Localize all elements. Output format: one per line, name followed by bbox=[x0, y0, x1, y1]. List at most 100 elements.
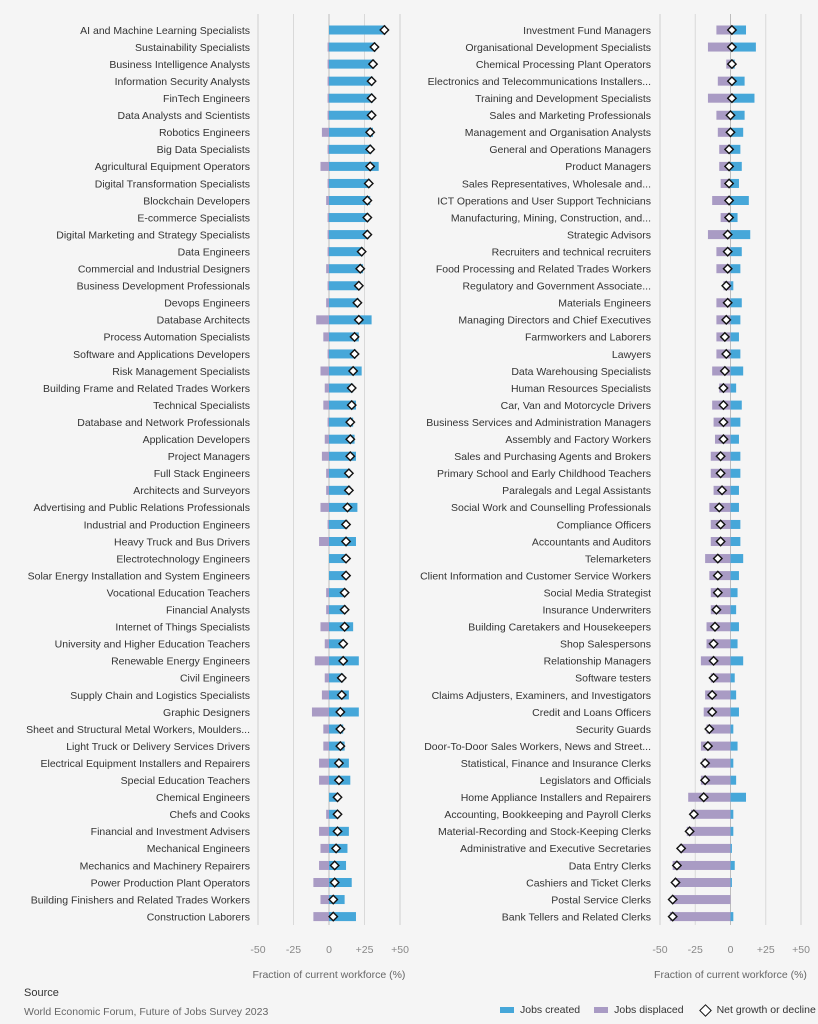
left-bar-displaced bbox=[327, 59, 329, 69]
right-bar-created bbox=[730, 468, 741, 478]
right-bar-created bbox=[730, 741, 738, 751]
right-tick-label: -25 bbox=[688, 944, 703, 956]
right-bar-created bbox=[730, 571, 739, 581]
right-bar-displaced bbox=[707, 42, 731, 52]
left-category-label: Commercial and Industrial Designers bbox=[78, 264, 250, 276]
right-bar-displaced bbox=[679, 843, 731, 853]
right-bar-displaced bbox=[700, 775, 731, 785]
right-category-label: Business Services and Administration Man… bbox=[426, 417, 651, 429]
right-bar-created bbox=[730, 42, 756, 52]
left-bar-displaced bbox=[323, 741, 329, 751]
left-net-marker bbox=[362, 212, 373, 223]
right-bar-created bbox=[730, 502, 739, 512]
left-category-label: Light Truck or Delivery Services Drivers bbox=[66, 741, 250, 753]
left-bar-displaced bbox=[323, 400, 329, 410]
right-bar-created bbox=[730, 298, 742, 308]
left-net-marker bbox=[345, 451, 356, 462]
right-category-label: Social Media Strategist bbox=[544, 587, 651, 599]
left-category-label: Internet of Things Specialists bbox=[115, 622, 250, 634]
left-net-marker bbox=[352, 297, 363, 308]
left-bar-created bbox=[329, 178, 371, 188]
left-bar-displaced bbox=[319, 775, 329, 785]
left-net-marker bbox=[364, 127, 376, 138]
right-net-marker bbox=[722, 246, 733, 257]
right-category-label: Assembly and Factory Workers bbox=[505, 434, 651, 446]
right-bar-created bbox=[730, 639, 738, 649]
right-net-marker bbox=[688, 809, 700, 820]
right-category-label: Human Resources Specialists bbox=[511, 383, 651, 395]
left-net-marker bbox=[364, 161, 376, 172]
right-category-label: Management and Organisation Analysts bbox=[465, 127, 651, 139]
left-net-marker bbox=[339, 587, 350, 598]
left-bar-displaced bbox=[327, 213, 329, 223]
left-net-marker bbox=[335, 740, 346, 752]
left-bar-displaced bbox=[327, 93, 329, 103]
left-bar-displaced bbox=[327, 144, 329, 154]
right-net-marker bbox=[719, 331, 731, 343]
right-category-label: Relationship Managers bbox=[544, 656, 651, 668]
left-net-marker bbox=[340, 570, 352, 581]
right-bar-created bbox=[730, 656, 744, 666]
right-bar-displaced bbox=[674, 878, 731, 887]
right-category-label: Product Managers bbox=[565, 161, 651, 173]
right-net-marker bbox=[725, 127, 736, 138]
right-bar-created bbox=[730, 690, 737, 700]
right-bar-created bbox=[730, 196, 749, 205]
left-category-label: Risk Management Specialists bbox=[112, 366, 250, 378]
left-bar-created bbox=[329, 400, 356, 410]
left-category-label: Technical Specialists bbox=[153, 400, 250, 412]
left-category-label: Sheet and Structural Metal Workers, Moul… bbox=[26, 724, 250, 736]
legend-item-displaced: Jobs displaced bbox=[594, 1004, 684, 1016]
left-bar-created bbox=[329, 673, 344, 683]
right-bar-displaced bbox=[669, 912, 731, 922]
right-category-label: Statistical, Finance and Insurance Clerk… bbox=[461, 758, 651, 770]
left-bar-created bbox=[329, 554, 347, 564]
right-net-marker bbox=[718, 399, 729, 411]
right-net-marker bbox=[722, 263, 733, 274]
right-net-marker bbox=[711, 604, 722, 615]
legend-label-created: Jobs created bbox=[520, 1004, 581, 1016]
right-net-marker bbox=[723, 144, 735, 155]
right-net-marker bbox=[722, 229, 733, 240]
left-category-label: Database Architects bbox=[157, 315, 250, 327]
right-axis-title: Fraction of current workforce (%) bbox=[654, 969, 807, 981]
left-category-label: Application Developers bbox=[143, 434, 250, 446]
source-title: Source bbox=[24, 987, 59, 999]
right-bar-displaced bbox=[706, 724, 731, 734]
right-net-marker bbox=[726, 75, 738, 87]
right-category-label: Farmworkers and Laborers bbox=[525, 332, 651, 344]
right-bar-created bbox=[730, 383, 737, 393]
left-category-label: FinTech Engineers bbox=[163, 93, 250, 105]
left-bar-created bbox=[329, 196, 371, 205]
left-category-label: Mechanical Engineers bbox=[147, 843, 250, 855]
left-bar-created bbox=[329, 281, 361, 291]
left-bar-created bbox=[329, 639, 345, 649]
right-net-marker bbox=[718, 434, 729, 445]
left-bar-displaced bbox=[326, 809, 329, 819]
right-bar-created bbox=[730, 605, 737, 615]
left-category-label: Sustainability Specialists bbox=[135, 42, 250, 54]
left-bar-displaced bbox=[327, 110, 329, 120]
left-bar-displaced bbox=[321, 451, 329, 461]
right-net-marker bbox=[721, 314, 732, 326]
right-category-label: Bank Tellers and Related Clerks bbox=[502, 911, 651, 923]
right-category-label: Social Work and Counselling Professional… bbox=[451, 502, 651, 514]
left-category-label: Vocational Education Teachers bbox=[107, 587, 250, 599]
left-net-marker bbox=[333, 775, 345, 786]
left-category-label: Mechanics and Machinery Repairers bbox=[80, 860, 250, 872]
right-bar-displaced bbox=[700, 741, 731, 751]
right-bar-created bbox=[730, 127, 744, 137]
left-category-label: Architects and Surveyors bbox=[133, 485, 250, 497]
right-category-label: Sales and Marketing Professionals bbox=[489, 110, 651, 122]
left-bar-created bbox=[329, 247, 364, 257]
left-net-marker bbox=[346, 399, 357, 411]
left-bar-created bbox=[329, 349, 356, 359]
right-bar-created bbox=[730, 826, 734, 836]
left-category-label: Electrical Equipment Installers and Repa… bbox=[40, 758, 250, 770]
right-category-label: Postal Service Clerks bbox=[551, 894, 651, 906]
left-bar-displaced bbox=[324, 639, 329, 649]
left-bar-displaced bbox=[327, 76, 329, 86]
left-category-label: Civil Engineers bbox=[180, 673, 250, 685]
right-bar-displaced bbox=[710, 673, 731, 683]
left-net-marker bbox=[345, 416, 356, 428]
